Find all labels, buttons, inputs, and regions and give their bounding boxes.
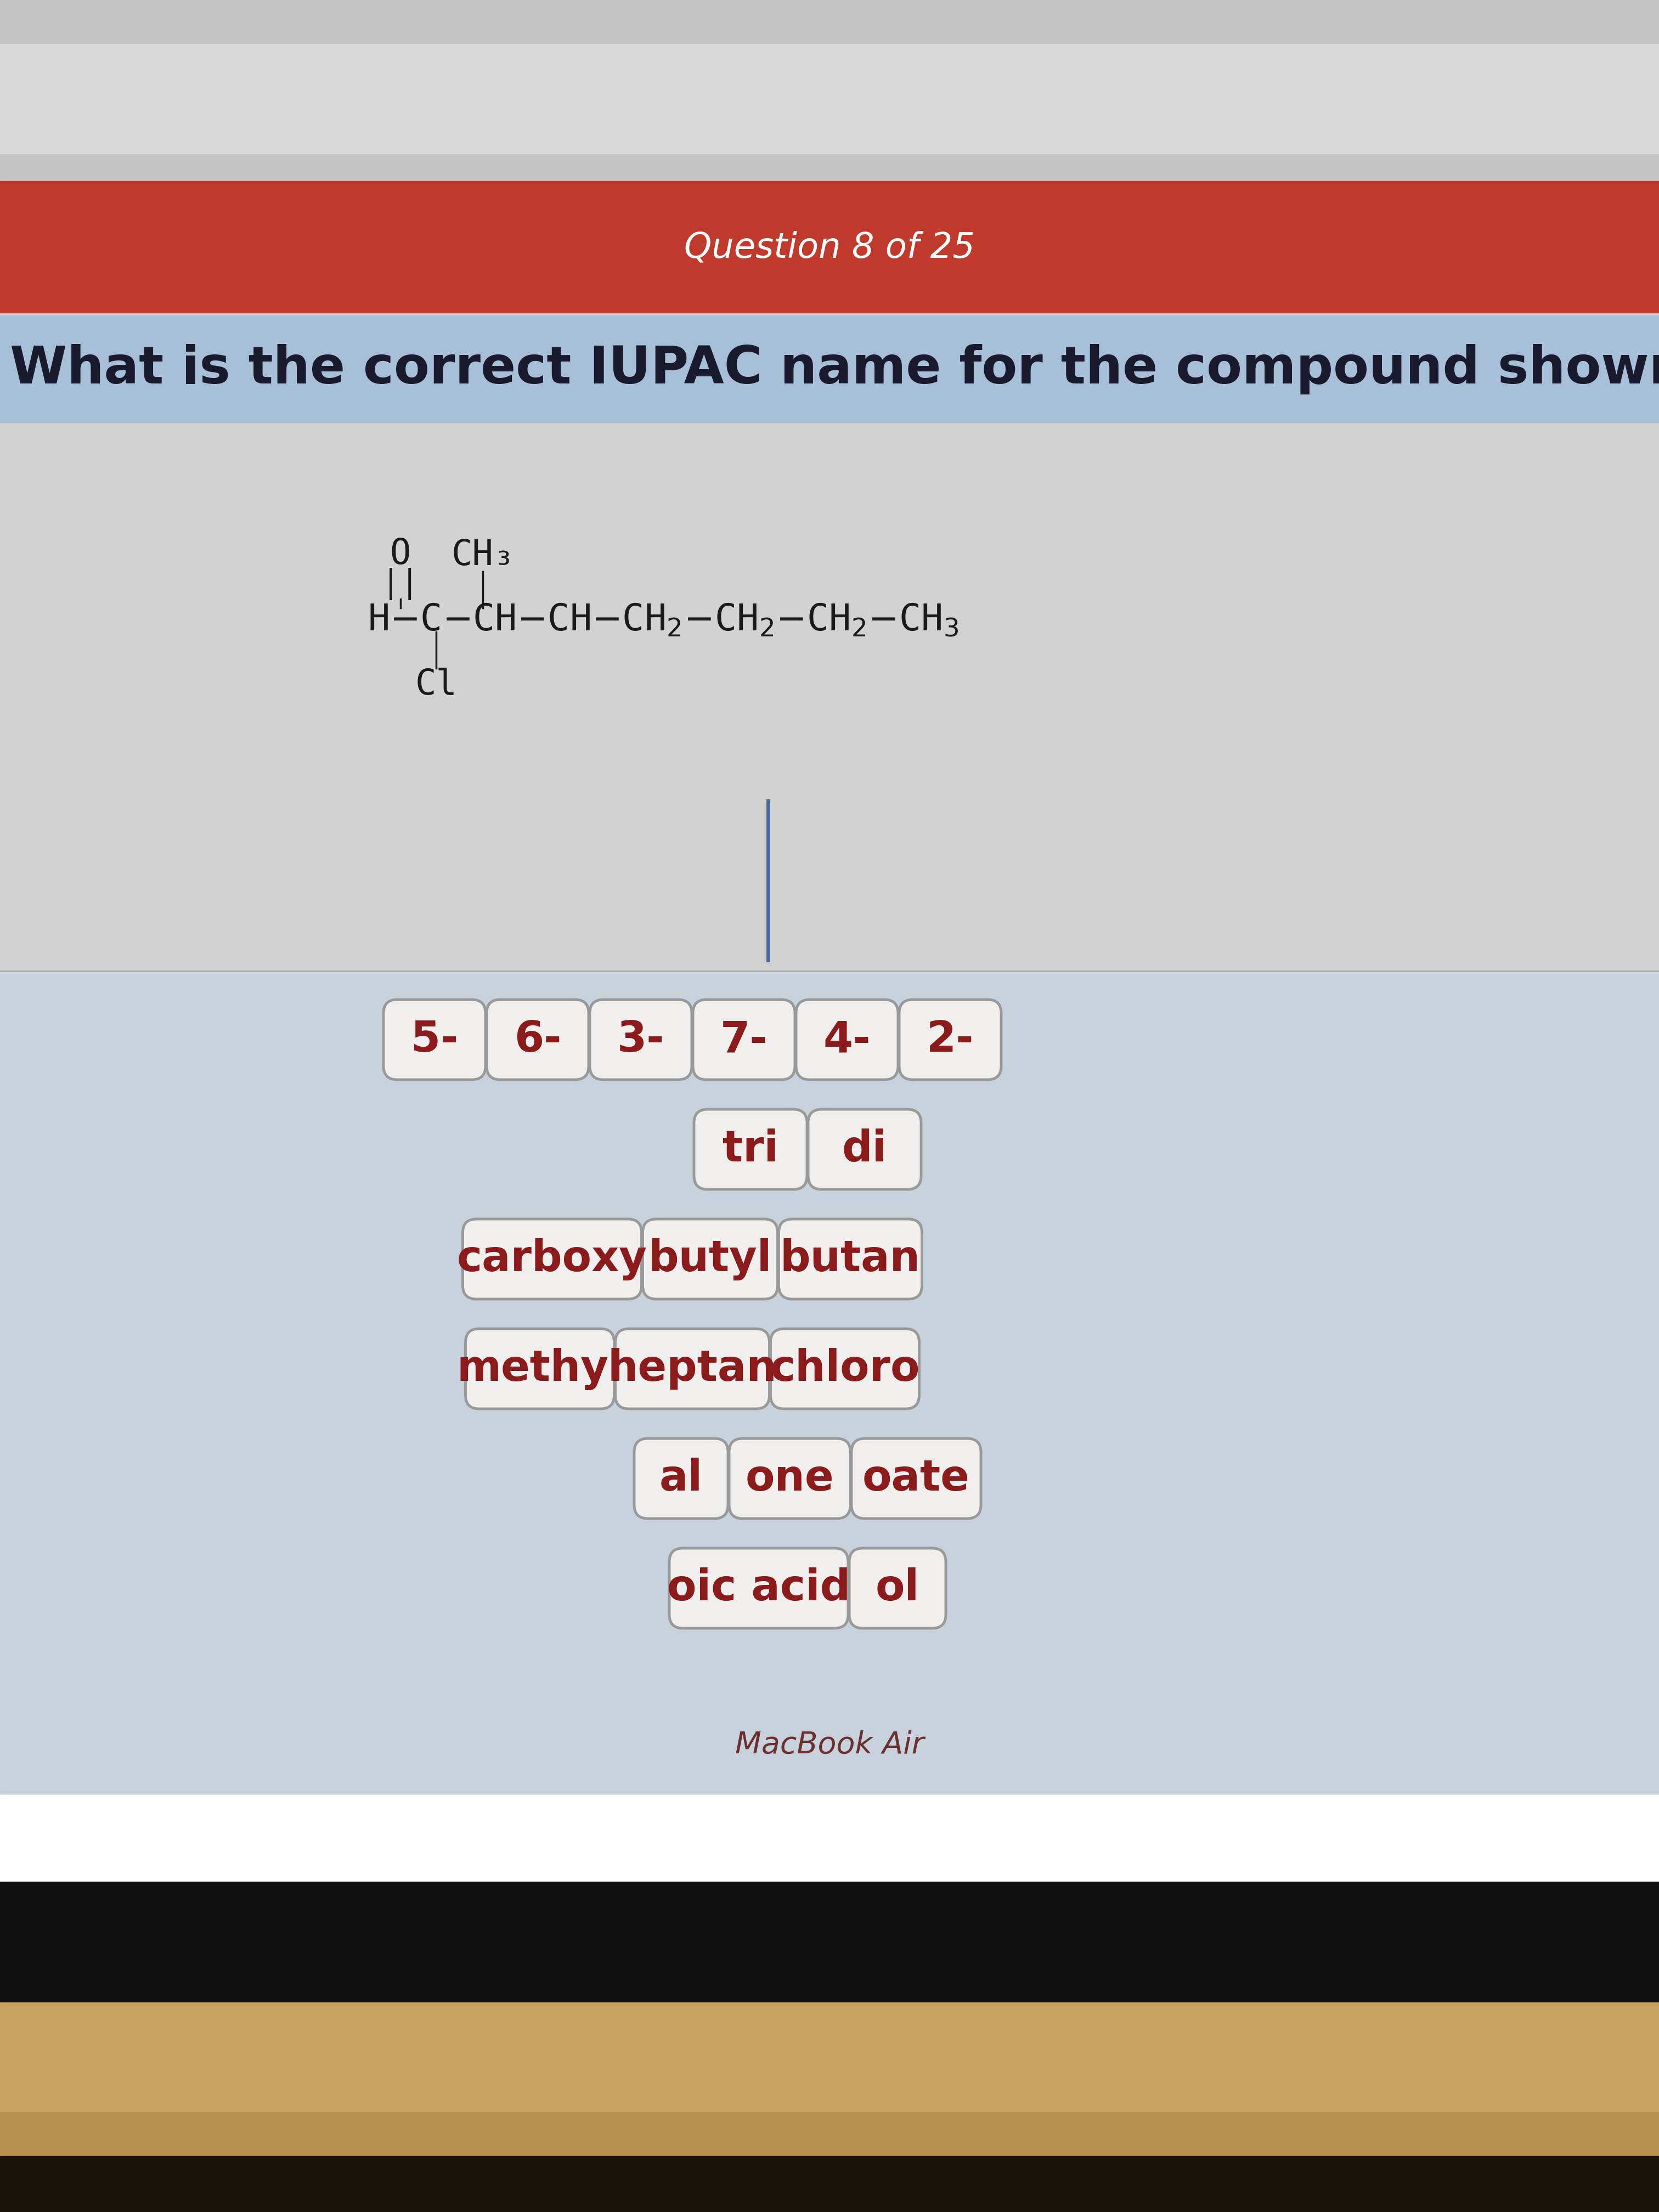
Text: 4-: 4- [823, 1020, 871, 1060]
Text: O: O [390, 538, 411, 571]
Text: ||: || [382, 568, 420, 599]
FancyBboxPatch shape [634, 1438, 728, 1520]
Text: 6-: 6- [514, 1020, 561, 1060]
Bar [0, 181, 1659, 312]
Text: Cl: Cl [415, 668, 458, 701]
Text: CH₃: CH₃ [451, 538, 514, 573]
FancyBboxPatch shape [796, 1000, 898, 1079]
FancyBboxPatch shape [808, 1108, 921, 1190]
FancyBboxPatch shape [899, 1000, 1002, 1079]
FancyBboxPatch shape [642, 1219, 778, 1298]
Bar [0, 312, 1659, 971]
Bar [0, 2112, 1659, 2157]
Text: al: al [659, 1458, 703, 1500]
FancyBboxPatch shape [486, 1000, 589, 1079]
FancyBboxPatch shape [693, 1000, 795, 1079]
Text: one: one [745, 1458, 834, 1500]
FancyBboxPatch shape [669, 1548, 848, 1628]
Bar [0, 1882, 1659, 2002]
Bar [0, 971, 1659, 1794]
FancyBboxPatch shape [615, 1329, 770, 1409]
Text: 3-: 3- [617, 1020, 665, 1060]
Text: ol: ol [876, 1568, 919, 1608]
FancyBboxPatch shape [728, 1438, 851, 1520]
FancyBboxPatch shape [589, 1000, 692, 1079]
Text: di: di [843, 1128, 888, 1170]
Bar [0, 316, 1659, 422]
Text: butan: butan [780, 1239, 921, 1281]
FancyBboxPatch shape [778, 1219, 922, 1298]
Text: 7-: 7- [720, 1020, 768, 1060]
Text: Question 8 of 25: Question 8 of 25 [684, 230, 975, 265]
Text: MacBook Air: MacBook Air [735, 1730, 924, 1759]
Text: 2-: 2- [926, 1020, 974, 1060]
FancyBboxPatch shape [693, 1108, 806, 1190]
Text: carboxy: carboxy [456, 1239, 647, 1281]
Text: oate: oate [863, 1458, 971, 1500]
Text: butyl: butyl [649, 1239, 771, 1281]
Bar [0, 2002, 1659, 2157]
Text: 5-: 5- [411, 1020, 458, 1060]
Text: chloro: chloro [770, 1347, 919, 1389]
Text: heptan: heptan [607, 1347, 776, 1389]
Bar [0, 0, 1659, 181]
Text: What is the correct IUPAC name for the compound shown here?: What is the correct IUPAC name for the c… [10, 345, 1659, 394]
FancyBboxPatch shape [463, 1219, 642, 1298]
FancyBboxPatch shape [466, 1329, 614, 1409]
Bar [0, 2157, 1659, 2212]
Text: oic acid: oic acid [667, 1568, 851, 1608]
FancyBboxPatch shape [770, 1329, 919, 1409]
FancyBboxPatch shape [851, 1438, 980, 1520]
FancyBboxPatch shape [383, 1000, 486, 1079]
Bar [0, 44, 1659, 153]
Text: H$-$C$-$CH$-$CH$-$CH$_2$$-$CH$_2$$-$CH$_2$$-$CH$_3$: H$-$C$-$CH$-$CH$-$CH$_2$$-$CH$_2$$-$CH$_… [368, 602, 959, 637]
Text: tri: tri [722, 1128, 778, 1170]
Text: methyl: methyl [456, 1347, 624, 1389]
FancyBboxPatch shape [849, 1548, 946, 1628]
